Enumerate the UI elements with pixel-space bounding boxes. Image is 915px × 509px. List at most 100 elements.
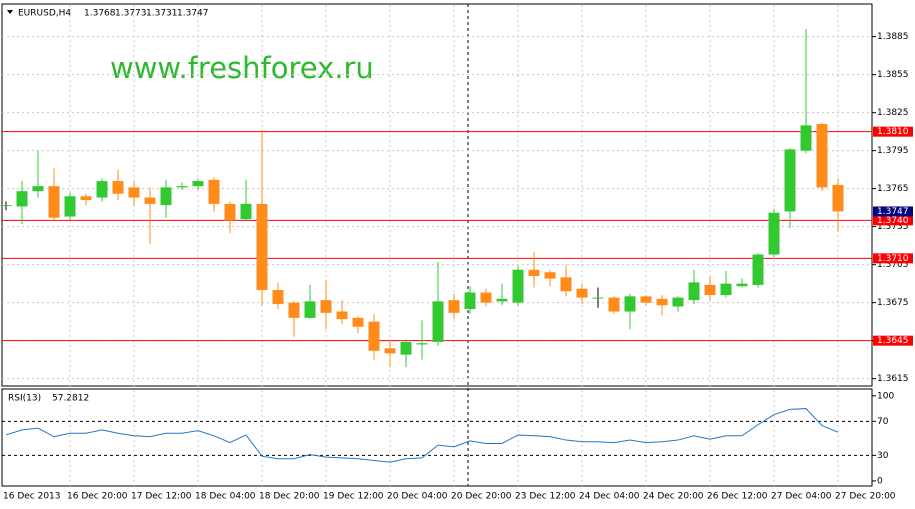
candle-body: [32, 186, 44, 192]
candle-body: [720, 283, 732, 296]
price-label: 1.3747: [877, 207, 909, 217]
y-tick-label: 1.3675: [877, 298, 909, 308]
y-tick-label: 0: [877, 476, 883, 486]
candle-body: [464, 292, 476, 309]
candle-body: [640, 296, 652, 303]
candle-body: [736, 283, 748, 287]
candle-body: [528, 269, 540, 277]
candle-body: [112, 181, 124, 194]
candle-body: [624, 296, 636, 312]
candle-body: [160, 187, 172, 206]
y-tick-label: 70: [877, 417, 889, 427]
x-tick-label: 19 Dec 12:00: [323, 492, 384, 502]
rsi-line: [5, 408, 839, 463]
candle-body: [96, 181, 108, 198]
price-label-box: [873, 206, 913, 217]
candle-body: [592, 297, 604, 299]
rsi-title: RSI(13): [8, 394, 41, 404]
candle-body: [448, 300, 460, 313]
candle-body: [16, 191, 28, 207]
header-close: 1.3747: [177, 9, 209, 19]
x-tick-label: 27 Dec 20:00: [835, 492, 896, 502]
header-open: 1.3768: [84, 9, 116, 19]
candle-body: [432, 301, 444, 342]
x-tick-label: 24 Dec 20:00: [643, 492, 704, 502]
level-label-box: [873, 335, 913, 346]
candle-body: [128, 187, 140, 198]
menu-arrow: [7, 10, 13, 14]
candle-body: [816, 124, 828, 188]
candle-body: [304, 301, 316, 318]
x-tick-label: 17 Dec 12:00: [131, 492, 192, 502]
x-tick-label: 18 Dec 20:00: [259, 492, 320, 502]
x-tick-label: 20 Dec 04:00: [387, 492, 448, 502]
x-tick-label: 18 Dec 04:00: [195, 492, 256, 502]
level-label-box: [873, 253, 913, 264]
candle-body: [608, 297, 620, 312]
y-tick-label: 1.3705: [877, 260, 909, 270]
candle-body: [64, 196, 76, 217]
candle-body: [48, 186, 60, 218]
candle-body: [176, 186, 188, 188]
candle-body: [832, 184, 844, 212]
x-tick-label: 20 Dec 20:00: [451, 492, 512, 502]
y-tick-label: 1.3735: [877, 222, 909, 232]
candle-body: [352, 317, 364, 327]
main-panel: [1, 3, 873, 387]
level-label: 1.3645: [877, 336, 909, 346]
candle-body: [256, 203, 268, 290]
candle-body: [800, 125, 812, 151]
symbol: EURUSD,H4: [18, 9, 71, 19]
candle-body: [688, 282, 700, 301]
candle-body: [336, 311, 348, 320]
watermark: www.freshforex.ru: [110, 51, 374, 85]
x-tick-label: 16 Dec 2013: [3, 492, 61, 502]
rsi-value: 57.2812: [52, 394, 89, 404]
x-tick-label: 16 Dec 20:00: [67, 492, 128, 502]
x-tick-label: 27 Dec 04:00: [771, 492, 832, 502]
level-label-box: [873, 126, 913, 137]
candle-body: [400, 341, 412, 355]
candle-body: [320, 300, 332, 313]
x-tick-label: 26 Dec 12:00: [707, 492, 768, 502]
candle-body: [544, 272, 556, 279]
candle-body: [0, 205, 12, 207]
candle-body: [704, 284, 716, 296]
candle-body: [496, 298, 508, 302]
y-tick-label: 1.3885: [877, 32, 909, 42]
y-tick-label: 1.3855: [877, 70, 909, 80]
candle-body: [480, 292, 492, 303]
candle-body: [272, 290, 284, 304]
level-label: 1.3810: [877, 127, 909, 137]
candle-body: [192, 181, 204, 187]
y-tick-label: 1.3795: [877, 146, 909, 156]
header-high: 1.3773: [115, 9, 147, 19]
y-tick-label: 1.3615: [877, 374, 909, 384]
level-label-box: [873, 215, 913, 226]
candle-body: [224, 203, 236, 221]
y-tick-label: 100: [877, 391, 894, 401]
candle-body: [576, 288, 588, 298]
candle-body: [560, 277, 572, 292]
y-tick-label: 1.3765: [877, 184, 909, 194]
candle-body: [752, 254, 764, 285]
x-tick-label: 24 Dec 04:00: [579, 492, 640, 502]
y-tick-label: 1.3825: [877, 108, 909, 118]
candle-body: [784, 149, 796, 212]
level-label: 1.3740: [877, 216, 909, 226]
candle-body: [656, 298, 668, 306]
level-label: 1.3710: [877, 254, 909, 264]
candle-body: [208, 179, 220, 204]
candle-body: [768, 212, 780, 255]
y-tick-label: 30: [877, 451, 889, 461]
candle-body: [368, 321, 380, 351]
candle-body: [416, 343, 428, 345]
candle-body: [288, 302, 300, 318]
rsi-panel: [1, 388, 873, 487]
candle-body: [80, 196, 92, 201]
x-tick-label: 23 Dec 12:00: [515, 492, 576, 502]
candle-body: [384, 348, 396, 354]
candle-body: [240, 203, 252, 220]
